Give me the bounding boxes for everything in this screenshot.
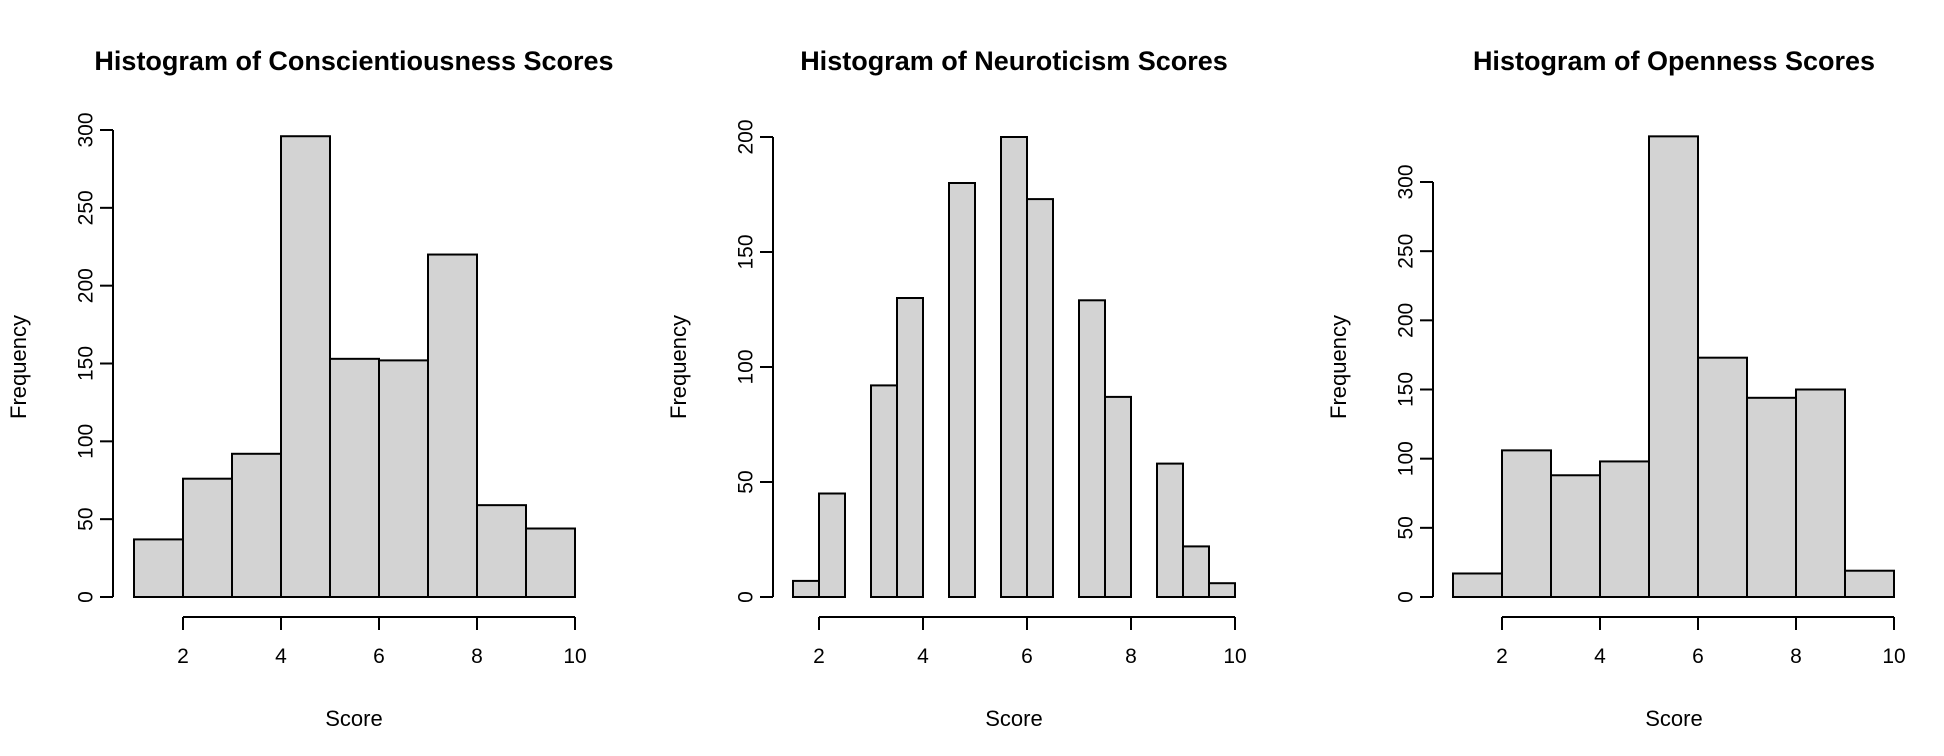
x-tick-label: 10 bbox=[563, 645, 586, 668]
x-tick-label: 2 bbox=[1496, 645, 1508, 668]
histogram-bar bbox=[476, 504, 527, 599]
x-tick-label: 6 bbox=[1021, 645, 1033, 668]
y-tick-label: 300 bbox=[75, 112, 98, 147]
panel-openness: Histogram of Openness Scores Score Frequ… bbox=[1326, 46, 1906, 731]
histogram-bar bbox=[792, 579, 820, 599]
x-axis-label: Score bbox=[1645, 706, 1702, 731]
y-tick-label: 300 bbox=[1395, 164, 1418, 199]
histogram-bar bbox=[896, 297, 924, 598]
bars bbox=[792, 136, 1236, 599]
histogram-bar bbox=[1550, 474, 1601, 598]
x-axis-label: Score bbox=[985, 706, 1042, 731]
y-tick-label: 100 bbox=[1395, 441, 1418, 476]
x-tick-label: 6 bbox=[373, 645, 385, 668]
x-tick-label: 2 bbox=[813, 645, 825, 668]
x-tick-label: 2 bbox=[177, 645, 189, 668]
histogram-bar bbox=[1697, 356, 1748, 598]
x-tick-label: 4 bbox=[1594, 645, 1606, 668]
y-tick-label: 150 bbox=[75, 346, 98, 381]
panel-neuroticism: Histogram of Neuroticism Scores Score Fr… bbox=[666, 46, 1247, 731]
x-tick-label: 6 bbox=[1692, 645, 1704, 668]
y-tick-label: 50 bbox=[735, 470, 758, 493]
y-tick-label: 100 bbox=[735, 349, 758, 384]
histogram-bar bbox=[133, 538, 184, 598]
panel-conscientiousness: Histogram of Conscientiousness Scores Sc… bbox=[6, 46, 614, 731]
histogram-bar bbox=[1182, 545, 1210, 599]
y-tick-label: 100 bbox=[75, 424, 98, 459]
y-tick-label: 200 bbox=[75, 268, 98, 303]
histogram-bar bbox=[525, 527, 576, 598]
histogram-bar bbox=[182, 477, 233, 598]
y-tick-label: 0 bbox=[1395, 591, 1418, 603]
x-tick-label: 10 bbox=[1882, 645, 1905, 668]
histogram-bar bbox=[818, 492, 846, 598]
y-tick-label: 250 bbox=[1395, 234, 1418, 269]
y-tick-label: 150 bbox=[735, 234, 758, 269]
y-axis-label: Frequency bbox=[1326, 315, 1351, 419]
histogram-bar bbox=[329, 357, 380, 598]
x-tick-label: 4 bbox=[917, 645, 929, 668]
y-tick-label: 200 bbox=[1395, 303, 1418, 338]
y-tick-label: 0 bbox=[735, 591, 758, 603]
histogram-bar bbox=[1156, 462, 1184, 598]
histogram-bar bbox=[948, 182, 976, 598]
histogram-bar bbox=[1078, 299, 1106, 598]
y-tick-label: 0 bbox=[75, 591, 98, 603]
histogram-bar bbox=[1208, 582, 1236, 599]
histogram-bar bbox=[1000, 136, 1028, 598]
y-axis-label: Frequency bbox=[6, 315, 31, 419]
y-tick-label: 50 bbox=[1395, 516, 1418, 539]
bars bbox=[1452, 135, 1895, 599]
chart-title: Histogram of Openness Scores bbox=[1473, 46, 1875, 76]
x-tick-label: 8 bbox=[471, 645, 483, 668]
y-axis-label: Frequency bbox=[666, 315, 691, 419]
y-tick-label: 150 bbox=[1395, 372, 1418, 407]
bars bbox=[133, 135, 576, 599]
histogram-bar bbox=[231, 452, 282, 598]
x-tick-label: 8 bbox=[1125, 645, 1137, 668]
histogram-bar bbox=[1452, 572, 1503, 599]
histogram-bar bbox=[1599, 460, 1650, 598]
histogram-bar bbox=[870, 384, 898, 598]
histogram-bar bbox=[1501, 449, 1552, 598]
chart-title: Histogram of Neuroticism Scores bbox=[800, 46, 1228, 76]
chart-title: Histogram of Conscientiousness Scores bbox=[94, 46, 613, 76]
histogram-bar bbox=[1795, 388, 1846, 598]
histogram-bar bbox=[1844, 569, 1895, 599]
y-tick-label: 250 bbox=[75, 190, 98, 225]
y-tick-label: 50 bbox=[75, 507, 98, 530]
x-tick-label: 4 bbox=[275, 645, 287, 668]
histogram-bar bbox=[1746, 396, 1797, 598]
histogram-bar bbox=[1026, 198, 1054, 598]
histogram-bar bbox=[427, 253, 478, 599]
x-tick-label: 10 bbox=[1223, 645, 1246, 668]
histogram-bar bbox=[280, 135, 331, 599]
y-tick-label: 200 bbox=[735, 119, 758, 154]
x-tick-label: 8 bbox=[1790, 645, 1802, 668]
histogram-bar bbox=[1648, 135, 1699, 598]
histogram-bar bbox=[378, 359, 429, 598]
histogram-bar bbox=[1104, 395, 1132, 598]
x-axis-label: Score bbox=[325, 706, 382, 731]
